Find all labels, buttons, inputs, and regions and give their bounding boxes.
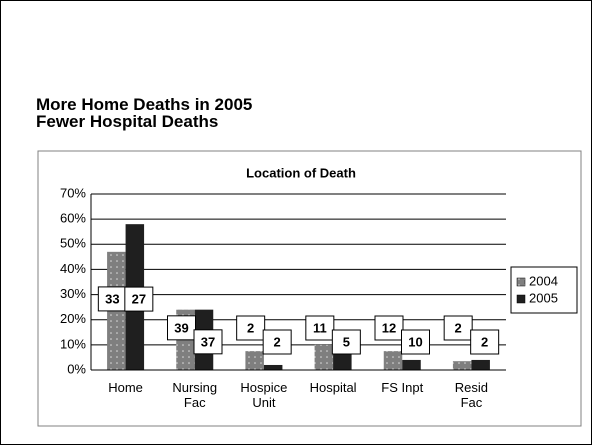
data-label-box (97, 286, 127, 312)
legend-label: 2004 (529, 273, 558, 288)
data-label: 12 (382, 320, 396, 335)
bar (245, 351, 264, 370)
y-tick-label: 40% (60, 261, 86, 276)
data-label-box (305, 315, 335, 341)
x-tick-label: Resid Fac (454, 380, 489, 410)
data-label: 27 (132, 292, 146, 307)
y-tick-label: 30% (60, 286, 86, 301)
slide-title: More Home Deaths in 2005 (36, 95, 253, 114)
data-label: 2 (247, 320, 254, 335)
data-label-box (167, 315, 196, 341)
x-tick-label: Hospital (309, 380, 357, 395)
data-label: 5 (343, 334, 350, 349)
y-tick-label: 20% (60, 311, 86, 326)
x-tick-label: FS Inpt (381, 380, 424, 395)
legend-frame (510, 266, 578, 314)
x-tick-label: Hospice Unit (240, 380, 288, 410)
data-label: 37 (201, 334, 215, 349)
legend-swatch (516, 277, 526, 287)
y-tick-label: 70% (60, 185, 86, 200)
slide-title: Fewer Hospital Deaths (36, 112, 219, 131)
legend-label: 2005 (529, 290, 558, 305)
data-label: 2 (274, 334, 281, 349)
bar (471, 359, 490, 370)
data-label: 11 (313, 320, 327, 335)
bar (452, 361, 472, 370)
data-label-box (401, 329, 430, 355)
bar (383, 351, 403, 370)
data-label-box (124, 286, 154, 312)
data-label: 2 (481, 334, 488, 349)
data-label-box (262, 329, 292, 355)
data-label: 10 (408, 334, 422, 349)
data-label: 33 (105, 291, 119, 306)
y-tick-label: 0% (67, 361, 86, 376)
data-label-box (236, 315, 266, 341)
legend-swatch (516, 294, 526, 304)
data-label-box (331, 329, 361, 355)
data-label-box (374, 315, 404, 341)
bar (333, 351, 352, 370)
data-label: 39 (174, 320, 188, 335)
data-label-box (193, 329, 223, 355)
chart-title: Location of Death (246, 165, 356, 180)
bar (314, 344, 334, 370)
data-label-box (443, 315, 473, 341)
bar (263, 364, 283, 370)
y-tick-label: 10% (60, 336, 86, 351)
data-label: 2 (455, 320, 462, 335)
x-tick-label: Nursing Fac (172, 380, 218, 410)
x-tick-label: Home (108, 380, 143, 395)
bar (402, 359, 421, 370)
data-label-box (470, 329, 500, 355)
y-tick-label: 60% (60, 211, 86, 226)
y-tick-label: 50% (60, 236, 86, 251)
